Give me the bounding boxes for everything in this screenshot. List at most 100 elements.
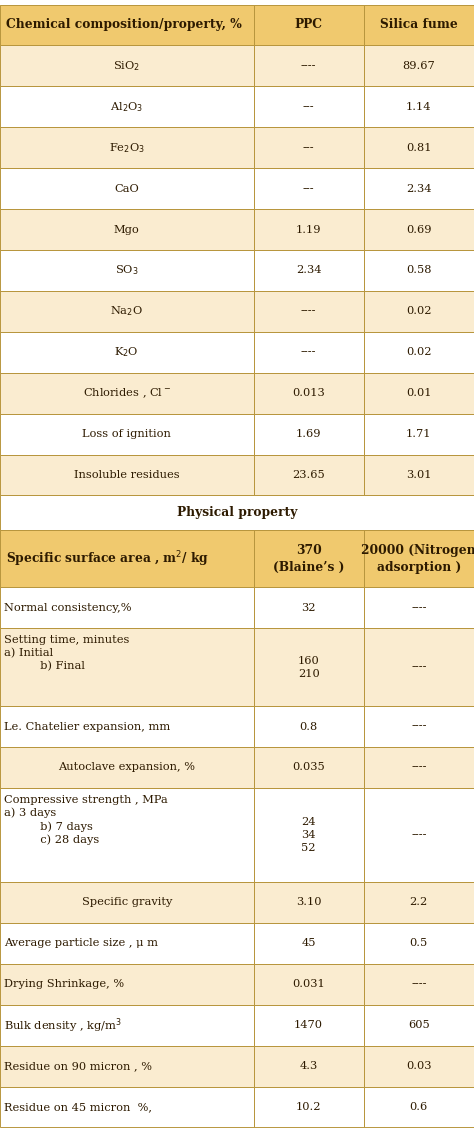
Text: ----: ----	[301, 348, 316, 358]
Bar	[364, 788, 474, 882]
Bar	[364, 882, 474, 923]
Bar	[0, 372, 254, 413]
Text: ---: ---	[303, 102, 314, 112]
Bar	[364, 455, 474, 496]
Text: 0.69: 0.69	[406, 224, 431, 234]
Text: Autoclave expansion, %: Autoclave expansion, %	[58, 763, 195, 772]
Bar	[254, 5, 364, 45]
Text: 0.03: 0.03	[406, 1061, 431, 1071]
Text: 1.14: 1.14	[406, 102, 431, 112]
Bar	[254, 413, 364, 455]
Bar	[254, 5, 364, 45]
Bar	[0, 455, 254, 496]
Bar	[254, 291, 364, 332]
Text: Fe$_2$O$_3$: Fe$_2$O$_3$	[109, 140, 145, 155]
Bar	[0, 127, 254, 169]
Bar	[364, 372, 474, 413]
Bar	[0, 250, 254, 291]
Text: 2.2: 2.2	[410, 898, 428, 908]
Bar	[254, 209, 364, 250]
Bar	[254, 455, 364, 496]
Bar	[364, 747, 474, 788]
Text: Na$_2$O: Na$_2$O	[110, 305, 143, 318]
Bar	[364, 45, 474, 86]
Text: 32: 32	[301, 603, 316, 612]
Text: Setting time, minutes
a) Initial
          b) Final: Setting time, minutes a) Initial b) Fina…	[4, 635, 129, 671]
Bar	[364, 372, 474, 413]
Bar	[364, 923, 474, 963]
Text: ----: ----	[301, 61, 316, 71]
Bar	[254, 788, 364, 882]
Bar	[254, 963, 364, 1005]
Bar	[254, 127, 364, 169]
Bar	[364, 291, 474, 332]
Bar	[254, 372, 364, 413]
Bar	[254, 1046, 364, 1087]
Bar	[0, 169, 254, 209]
Bar	[254, 588, 364, 628]
Text: ----: ----	[411, 721, 427, 731]
Text: ----: ----	[411, 603, 427, 612]
Text: 3.01: 3.01	[406, 470, 431, 480]
Text: Al$_2$O$_3$: Al$_2$O$_3$	[110, 100, 144, 113]
Bar	[254, 628, 364, 706]
Bar	[0, 882, 254, 923]
Bar	[364, 530, 474, 588]
Bar	[0, 209, 254, 250]
Text: 4.3: 4.3	[300, 1061, 318, 1071]
Bar	[0, 788, 254, 882]
Bar	[0, 628, 254, 706]
Bar	[254, 882, 364, 923]
Bar	[0, 86, 254, 127]
Bar	[0, 86, 254, 127]
Text: 0.02: 0.02	[406, 348, 431, 358]
Bar	[364, 250, 474, 291]
Text: ---: ---	[303, 183, 314, 194]
Bar	[254, 455, 364, 496]
Bar	[0, 291, 254, 332]
Bar	[0, 706, 254, 747]
Text: 24
34
52: 24 34 52	[301, 817, 316, 852]
Text: Drying Shrinkage, %: Drying Shrinkage, %	[4, 979, 124, 989]
Bar	[364, 1005, 474, 1046]
Bar	[0, 45, 254, 86]
Bar	[0, 628, 254, 706]
Bar	[0, 530, 254, 588]
Bar	[254, 747, 364, 788]
Text: 0.81: 0.81	[406, 143, 431, 153]
Text: 10.2: 10.2	[296, 1103, 321, 1112]
Text: Residue on 90 micron , %: Residue on 90 micron , %	[4, 1061, 152, 1071]
Bar	[364, 413, 474, 455]
Bar	[254, 86, 364, 127]
Bar	[254, 1087, 364, 1127]
Bar	[364, 127, 474, 169]
Bar	[0, 923, 254, 963]
Bar	[0, 455, 254, 496]
Bar	[364, 882, 474, 923]
Bar	[364, 628, 474, 706]
Text: ----: ----	[411, 662, 427, 672]
Text: Chlorides , Cl$^-$: Chlorides , Cl$^-$	[83, 386, 171, 400]
Text: 0.5: 0.5	[410, 938, 428, 949]
Text: 3.10: 3.10	[296, 898, 321, 908]
Text: ----: ----	[411, 979, 427, 989]
Text: 20000 (Nitrogen
adsorption ): 20000 (Nitrogen adsorption )	[362, 544, 474, 574]
Bar	[0, 588, 254, 628]
Bar	[254, 1005, 364, 1046]
Text: Physical property: Physical property	[177, 506, 297, 520]
Bar	[364, 332, 474, 372]
Bar	[0, 45, 254, 86]
Bar	[254, 209, 364, 250]
Text: 0.035: 0.035	[292, 763, 325, 772]
Bar	[364, 86, 474, 127]
Text: CaO: CaO	[114, 183, 139, 194]
Bar	[364, 1046, 474, 1087]
Text: Le. Chatelier expansion, mm: Le. Chatelier expansion, mm	[4, 721, 170, 731]
Bar	[364, 332, 474, 372]
Text: Bulk density , kg/m$^3$: Bulk density , kg/m$^3$	[4, 1015, 121, 1035]
Bar	[0, 332, 254, 372]
Bar	[0, 882, 254, 923]
Bar	[254, 1087, 364, 1127]
Text: ----: ----	[411, 830, 427, 840]
Bar	[254, 86, 364, 127]
